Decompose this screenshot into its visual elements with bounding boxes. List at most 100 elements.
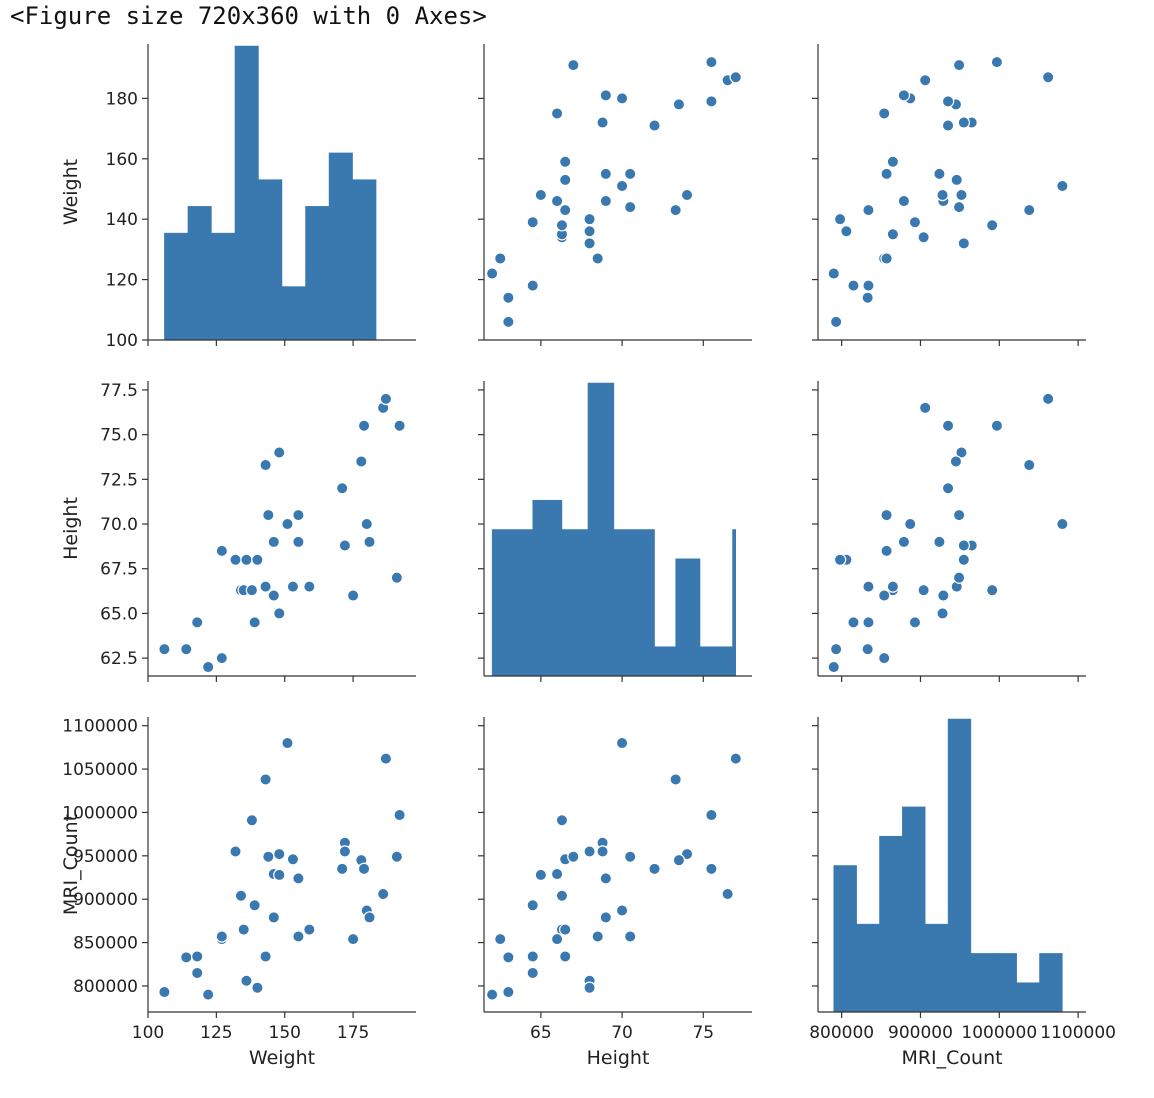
- y-tick-label: 67.5: [100, 560, 138, 580]
- scatter-point: [215, 930, 229, 943]
- scatter-point: [908, 616, 922, 629]
- scatter-point: [599, 194, 613, 208]
- scatter-point: [191, 966, 204, 980]
- scatter-point: [281, 517, 294, 531]
- scatter-point: [615, 179, 629, 193]
- scatter-point: [240, 553, 253, 566]
- scatter-point: [559, 950, 572, 963]
- scatter-point: [936, 188, 949, 202]
- scatter-point: [878, 107, 891, 120]
- scatter-point: [878, 651, 891, 665]
- scatter-point: [957, 116, 971, 129]
- scatter-point: [680, 188, 694, 202]
- x-tick-label: 800000: [809, 1023, 874, 1043]
- panel-mri_count-vs-weight: 800000 850000 900000 950000 1000000 1050000 11…: [60, 717, 416, 1069]
- scatter-point: [201, 660, 215, 674]
- scatter-point: [952, 508, 966, 522]
- scatter-point: [559, 203, 572, 217]
- scatter-point: [599, 89, 613, 102]
- scatter-point: [623, 167, 637, 181]
- hist-bar: [675, 558, 701, 677]
- scatter-point: [933, 535, 946, 549]
- x-axis-label: Height: [587, 1047, 650, 1069]
- hist-bar: [924, 923, 949, 1013]
- scatter-point: [897, 89, 911, 102]
- scatter-point: [338, 539, 352, 552]
- scatter-point: [215, 651, 229, 665]
- scatter-point: [550, 867, 564, 881]
- scatter-point: [390, 850, 404, 863]
- scatter-point: [292, 508, 305, 522]
- scatter-point: [559, 155, 572, 168]
- scatter-point: [669, 203, 682, 217]
- scatter-point: [721, 887, 734, 901]
- scatter-point: [880, 167, 893, 181]
- scatter-point: [559, 173, 572, 187]
- y-tick-label: 70.0: [100, 515, 138, 535]
- scatter-point: [705, 55, 718, 69]
- scatter-point: [259, 950, 272, 963]
- scatter-point: [591, 930, 604, 943]
- scatter-point: [335, 482, 349, 495]
- scatter-point: [880, 544, 893, 558]
- scatter-point: [550, 932, 564, 946]
- x-axis-label: MRI_Count: [901, 1047, 1002, 1069]
- scatter-point: [583, 212, 596, 226]
- scatter-point: [583, 225, 596, 238]
- scatter-point: [705, 95, 718, 108]
- scatter-point: [623, 850, 637, 863]
- scatter-point: [335, 862, 349, 876]
- hist-bar: [1016, 982, 1040, 1013]
- scatter-point: [955, 446, 968, 459]
- hist-bar: [833, 865, 857, 1013]
- scatter-point: [180, 951, 193, 964]
- hist-bar: [352, 179, 377, 341]
- y-tick-label: 950000: [73, 847, 138, 867]
- scatter-point: [827, 660, 840, 674]
- scatter-point: [847, 279, 860, 292]
- scatter-point: [201, 988, 215, 1001]
- hist-bar: [993, 953, 1017, 1013]
- y-tick-label: 65.0: [100, 604, 138, 624]
- y-tick-label: 1000000: [62, 803, 138, 823]
- scatter-point: [886, 155, 900, 168]
- scatter-point: [393, 808, 406, 822]
- scatter-point: [292, 535, 305, 549]
- scatter-point: [1041, 392, 1055, 406]
- scatter-point: [583, 237, 596, 250]
- scatter-point: [1056, 179, 1069, 193]
- scatter-point: [623, 200, 637, 214]
- y-tick-label: 120: [106, 271, 138, 291]
- scatter-point: [502, 315, 515, 329]
- scatter-point: [502, 985, 515, 999]
- scatter-point: [376, 887, 390, 901]
- hist-bar: [328, 152, 353, 341]
- scatter-point: [648, 119, 661, 132]
- scatter-point: [346, 589, 360, 602]
- panel-mri_count-vs-mri_count: 800000 900000 1000000 1100000 MRI_Count: [809, 717, 1116, 1069]
- scatter-point: [494, 252, 507, 265]
- scatter-point: [248, 899, 261, 912]
- y-axis-label: Height: [60, 497, 82, 560]
- scatter-point: [919, 401, 932, 415]
- scatter-point: [526, 216, 539, 229]
- scatter-point: [990, 419, 1004, 432]
- scatter-point: [550, 107, 564, 120]
- scatter-point: [191, 950, 204, 963]
- scatter-point: [1041, 71, 1055, 84]
- scatter-point: [485, 267, 499, 280]
- hist-bar: [654, 646, 676, 677]
- y-tick-label: 1100000: [62, 717, 138, 737]
- scatter-point: [672, 853, 686, 867]
- scatter-point: [840, 225, 853, 238]
- y-tick-label: 1050000: [62, 760, 138, 780]
- scatter-point: [952, 571, 966, 584]
- scatter-point: [596, 116, 609, 129]
- scatter-point: [599, 872, 613, 885]
- y-axis-label: MRI_Count: [60, 814, 82, 915]
- scatter-point: [262, 850, 275, 863]
- scatter-point: [919, 74, 932, 87]
- hist-bar: [732, 529, 737, 677]
- scatter-point: [897, 194, 911, 208]
- scatter-point: [861, 291, 874, 304]
